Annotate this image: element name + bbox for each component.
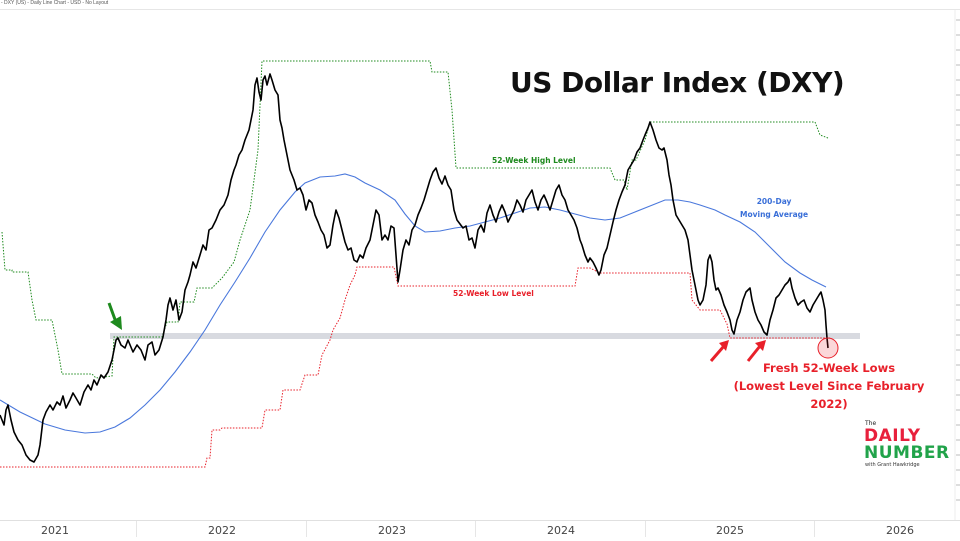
callout-line2: (Lowest Level Since February 2022) bbox=[733, 379, 925, 411]
price-scale[interactable] bbox=[956, 19, 960, 501]
red-arrow-icon bbox=[709, 340, 729, 362]
chart-title: US Dollar Index (DXY) bbox=[510, 66, 845, 99]
low-level-line bbox=[0, 266, 830, 468]
moving-average-line bbox=[0, 173, 827, 434]
support-band bbox=[110, 333, 860, 339]
logo-daily: DAILY bbox=[864, 426, 921, 446]
moving-average-label: 200-Day Moving Average bbox=[740, 195, 808, 221]
logo-the: The bbox=[865, 420, 877, 427]
low-level-label: 52-Week Low Level bbox=[453, 289, 534, 298]
x-label-2025: 2025 bbox=[716, 524, 744, 537]
window-title: - DXY (US) - Daily Line Chart - USD - No… bbox=[1, 0, 109, 6]
fresh-low-highlight-circle bbox=[817, 337, 839, 359]
fresh-lows-callout: Fresh 52-Week Lows (Lowest Level Since F… bbox=[714, 359, 944, 413]
x-label-2023: 2023 bbox=[378, 524, 406, 537]
year-divider bbox=[475, 521, 476, 537]
time-axis[interactable]: 2021 2022 2023 2024 2025 2026 bbox=[0, 520, 960, 541]
callout-line1: Fresh 52-Week Lows bbox=[762, 361, 896, 375]
high-level-line bbox=[1, 60, 829, 379]
x-label-2024: 2024 bbox=[547, 524, 575, 537]
year-divider bbox=[306, 521, 307, 537]
high-level-label: 52-Week High Level bbox=[492, 156, 576, 165]
x-label-2022: 2022 bbox=[208, 524, 236, 537]
logo-byline: with Grant Hawkridge bbox=[865, 462, 920, 468]
year-divider bbox=[814, 521, 815, 537]
x-label-2021: 2021 bbox=[41, 524, 69, 537]
year-divider bbox=[645, 521, 646, 537]
logo-number: NUMBER bbox=[864, 443, 950, 463]
red-arrow-icon bbox=[746, 340, 766, 362]
daily-number-logo: The DAILY NUMBER with Grant Hawkridge bbox=[860, 420, 960, 480]
x-label-2026: 2026 bbox=[886, 524, 914, 537]
moving-average-label-line1: 200-Day bbox=[756, 197, 792, 206]
year-divider bbox=[136, 521, 137, 537]
window-title-bar: - DXY (US) - Daily Line Chart - USD - No… bbox=[0, 0, 960, 10]
moving-average-label-line2: Moving Average bbox=[740, 210, 809, 219]
price-line bbox=[0, 73, 829, 463]
green-arrow-icon bbox=[107, 302, 122, 330]
